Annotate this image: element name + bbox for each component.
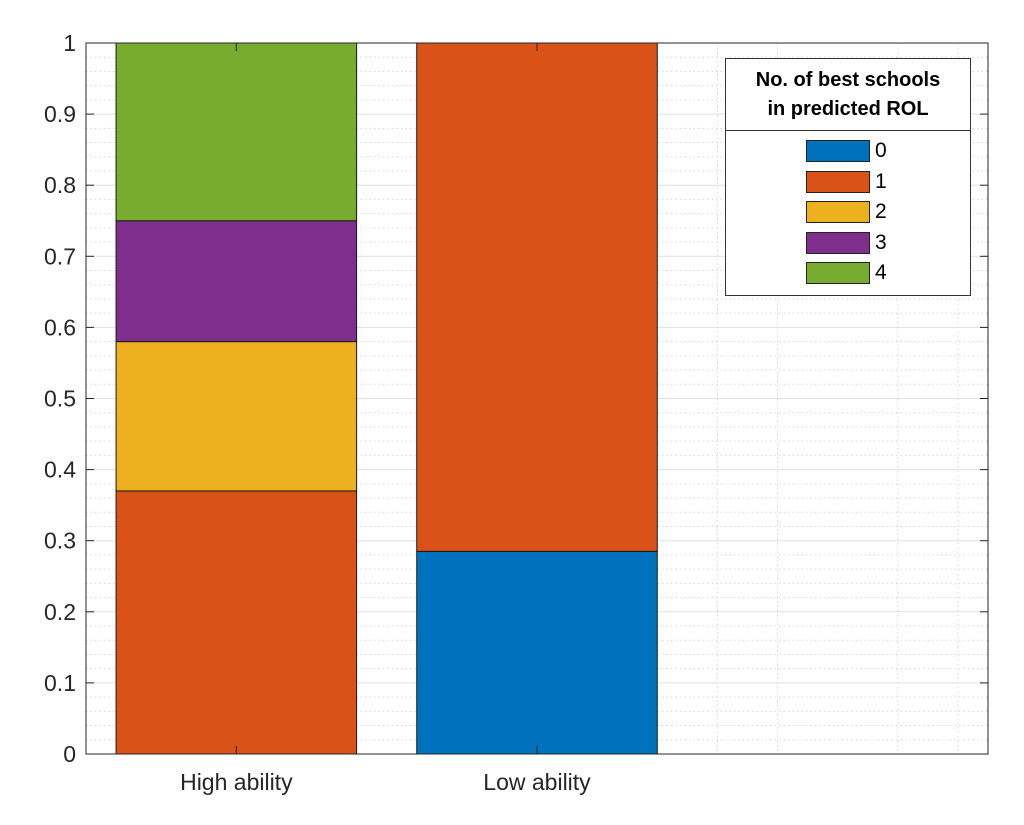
x-tick-label: Low ability bbox=[483, 769, 591, 795]
legend-label-0: 0 bbox=[875, 139, 887, 162]
bar-segment-high-ability-series-3 bbox=[115, 220, 358, 343]
legend-swatch-2 bbox=[806, 201, 870, 223]
bar-segment-high-ability-series-1 bbox=[115, 490, 358, 755]
legend-swatch-3 bbox=[806, 231, 870, 254]
y-tick-label: 0.8 bbox=[44, 172, 76, 198]
y-tick-label: 0.4 bbox=[44, 457, 76, 483]
y-tick-label: 0.2 bbox=[44, 599, 76, 625]
y-tick-label: 0.3 bbox=[44, 528, 76, 554]
y-tick-label: 0.5 bbox=[44, 386, 76, 412]
bar-segment-low-ability-series-1 bbox=[416, 42, 658, 552]
bar-segment-low-ability-series-0 bbox=[416, 550, 658, 755]
legend-label-4: 4 bbox=[875, 261, 887, 284]
legend-label-3: 3 bbox=[875, 230, 887, 254]
legend-entry-0: 0 bbox=[806, 139, 887, 163]
legend-label-1: 1 bbox=[875, 169, 887, 193]
legend-entry-1: 1 bbox=[806, 170, 887, 194]
bar-segment-high-ability-series-2 bbox=[115, 341, 358, 492]
legend-title-line-2: in predicted ROL bbox=[767, 97, 929, 120]
y-tick-label: 0.6 bbox=[44, 314, 76, 340]
y-tick-label: 0.7 bbox=[44, 243, 76, 269]
legend-entry-2: 2 bbox=[806, 200, 887, 224]
y-tick-label: 0 bbox=[63, 741, 76, 767]
y-tick-label: 1 bbox=[63, 30, 76, 56]
legend-swatch-0 bbox=[806, 140, 870, 162]
legend-title: No. of best schools in predicted ROL bbox=[726, 59, 970, 131]
legend-swatch-1 bbox=[806, 170, 870, 193]
x-tick-label: High ability bbox=[180, 769, 293, 795]
bar-segment-high-ability-series-4 bbox=[115, 42, 358, 222]
legend-swatch-4 bbox=[806, 262, 870, 284]
legend: No. of best schools in predicted ROL 0 1 2… bbox=[725, 58, 971, 296]
y-tick-label: 0.1 bbox=[44, 670, 76, 696]
y-tick-label: 0.9 bbox=[44, 101, 76, 127]
legend-entry-3: 3 bbox=[806, 231, 887, 255]
legend-title-line-1: No. of best schools bbox=[755, 68, 941, 91]
legend-label-2: 2 bbox=[875, 200, 887, 223]
legend-entry-4: 4 bbox=[806, 261, 887, 285]
